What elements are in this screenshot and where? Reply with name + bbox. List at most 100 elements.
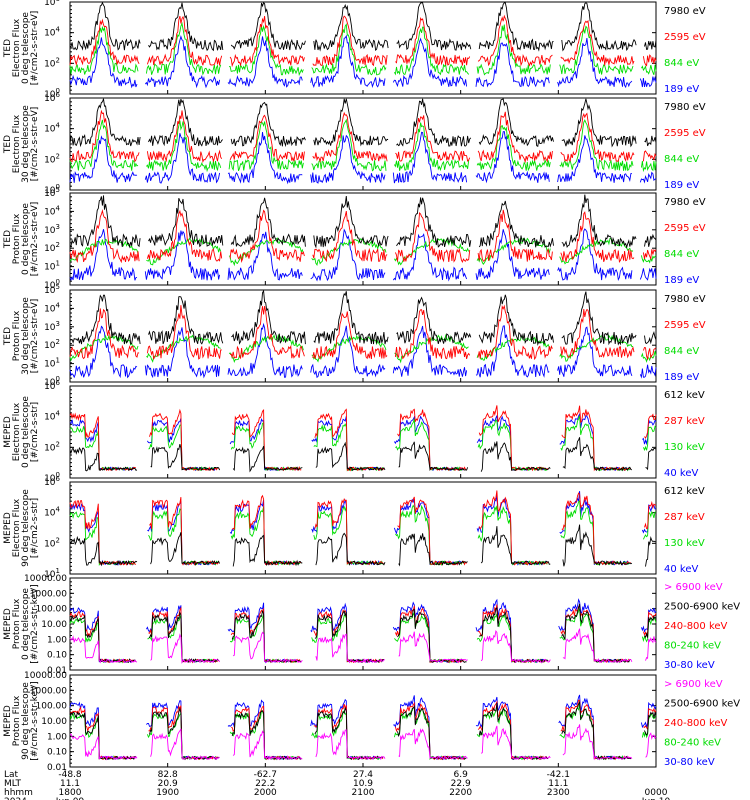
y-axis-label-line: 90 deg telescope xyxy=(21,682,31,760)
x-tick-label: 10.9 xyxy=(353,779,373,789)
legend-entry: 30-80 keV xyxy=(664,660,715,671)
y-axis-label: MEPED Proton Flux 90 deg telescope [#/cm2-s… xyxy=(3,681,40,760)
y-tick-label: 1.00 xyxy=(47,635,67,645)
y-axis-label-line: [#/cm2-s-str-keV] xyxy=(30,584,40,663)
series-612-kev xyxy=(69,437,657,473)
legend-entry: 189 eV xyxy=(664,372,699,383)
y-axis-label: MEPED Electron Flux 0 deg telescope [#/cm2-… xyxy=(3,396,40,468)
y-axis-label-line: Proton Flux xyxy=(12,310,22,361)
legend-entry: 844 eV xyxy=(664,346,699,357)
series-130-kev xyxy=(69,415,657,472)
x-tick-label: Jun 10 xyxy=(641,797,671,800)
y-axis-label: TED Electron Flux 30 deg telescope [#/cm2-s… xyxy=(3,105,40,183)
legend-entry: > 6900 keV xyxy=(664,582,723,593)
y-axis-label-line: 0 deg telescope xyxy=(21,396,31,468)
legend-entry: 240-800 keV xyxy=(664,718,728,729)
legend-entry: 2500-6900 keV xyxy=(664,699,740,710)
x-tick-label: 2000 xyxy=(254,788,277,798)
series-80-240-kev xyxy=(69,608,657,664)
y-axis-label-line: MEPED xyxy=(3,705,13,737)
series-844-ev xyxy=(69,237,657,267)
x-tick-label: 6.9 xyxy=(454,770,469,780)
series-844-ev xyxy=(69,333,657,364)
legend-entry: 80-240 keV xyxy=(664,641,721,652)
y-axis-label: TED Proton Flux 30 deg telescope [#/cm2-s-s… xyxy=(3,297,40,375)
y-tick-label: 0.10 xyxy=(47,748,67,758)
y-tick-label: 1000.00 xyxy=(30,686,67,696)
y-axis-label-line: [#/cm2-s-str-keV] xyxy=(30,681,40,760)
legend-entry: 2500-6900 keV xyxy=(664,602,740,613)
series-7980-ev xyxy=(69,194,657,249)
series-189-ev xyxy=(69,130,657,185)
y-axis-label-line: [#/cm2-s-str-eV] xyxy=(30,202,40,277)
x-tick-label: 11.1 xyxy=(548,779,568,789)
x-tick-label: 22.9 xyxy=(451,779,471,789)
series-844-ev xyxy=(69,118,657,173)
y-tick-label: 1000.00 xyxy=(30,589,67,599)
y-axis-label-line: 0 deg telescope xyxy=(21,588,31,660)
panel-frame xyxy=(69,385,657,479)
y-axis-label-line: [#/cm2-s-str] xyxy=(30,402,40,462)
legend-entry: 844 eV xyxy=(664,154,699,165)
series-2595-ev xyxy=(69,304,657,361)
panel-frame xyxy=(69,481,657,575)
legend-entry: 40 keV xyxy=(664,468,698,479)
x-tick-label: 0000 xyxy=(645,788,668,798)
y-tick-label: 104 xyxy=(44,26,60,39)
y-tick-label: 102 xyxy=(44,241,60,254)
y-axis-label-line: TED xyxy=(3,327,13,346)
series-189-ev xyxy=(69,322,657,379)
series-240-800-kev xyxy=(69,699,657,761)
y-axis-label: MEPED Electron Flux 90 deg telescope [#/cm2… xyxy=(3,489,40,567)
y-tick-label: 10.00 xyxy=(41,717,67,727)
y-tick-label: 104 xyxy=(44,506,60,519)
legend-entry: 7980 eV xyxy=(664,197,706,208)
y-axis-label-line: MEPED xyxy=(3,608,13,640)
x-tick-label: 2100 xyxy=(352,788,375,798)
y-axis-label: TED Electron Flux 0 deg telescope [#/cm2-s-… xyxy=(3,11,40,86)
legend-entry: 189 eV xyxy=(664,84,699,95)
legend-entry: 2595 eV xyxy=(664,320,706,331)
series-287-kev xyxy=(69,405,657,472)
legend-entry: 40 keV xyxy=(664,564,698,575)
series-2595-ev xyxy=(69,109,657,164)
y-tick-label: 102 xyxy=(44,440,60,453)
y-axis-label-line: 90 deg telescope xyxy=(21,489,31,567)
y-axis-label-line: Electron Flux xyxy=(12,114,22,173)
series-7980-ev xyxy=(69,1,657,52)
series-844-ev xyxy=(69,21,657,77)
y-tick-label: 104 xyxy=(44,301,60,314)
y-tick-label: 10000.00 xyxy=(24,671,67,681)
x-tick-label: 1900 xyxy=(156,788,179,798)
series-287-kev xyxy=(69,490,657,566)
y-tick-label: 10000.00 xyxy=(24,574,67,584)
y-axis-label-line: [#/cm2-s-str-eV] xyxy=(30,11,40,86)
legend-entry: 7980 eV xyxy=(664,6,706,17)
y-tick-label: 100.00 xyxy=(36,702,68,712)
legend-entry: 130 keV xyxy=(664,442,705,453)
y-axis-label: MEPED Proton Flux 0 deg telescope [#/cm2-s-… xyxy=(3,584,40,663)
y-tick-label: 101 xyxy=(44,357,60,370)
y-tick-label: 106 xyxy=(44,0,60,8)
y-tick-label: 104 xyxy=(44,204,60,217)
y-axis-label-line: [#/cm2-s-str-eV] xyxy=(30,107,40,182)
x-tick-label: -48.8 xyxy=(58,770,82,780)
series-189-ev xyxy=(69,34,657,89)
y-axis-label-line: 30 deg telescope xyxy=(21,105,31,183)
panel-frame xyxy=(69,674,657,768)
y-tick-label: 10.00 xyxy=(41,620,67,630)
y-tick-label: 0.10 xyxy=(47,651,67,661)
y-tick-label: 0.01 xyxy=(47,666,67,676)
y-axis-label-line: Proton Flux xyxy=(12,695,22,746)
y-axis-label-line: 0 deg telescope xyxy=(21,12,31,84)
panel-frame xyxy=(69,577,657,671)
x-row-label: Lat xyxy=(4,770,19,780)
y-tick-label: 100.00 xyxy=(36,605,68,615)
x-tick-label: 20.9 xyxy=(158,779,178,789)
y-axis-label-line: TED xyxy=(3,135,13,154)
x-tick-label: 82.8 xyxy=(158,770,178,780)
series-40-kev xyxy=(69,412,657,472)
x-tick-label: Jun 09 xyxy=(55,797,85,800)
series-7980-ev xyxy=(69,289,657,346)
